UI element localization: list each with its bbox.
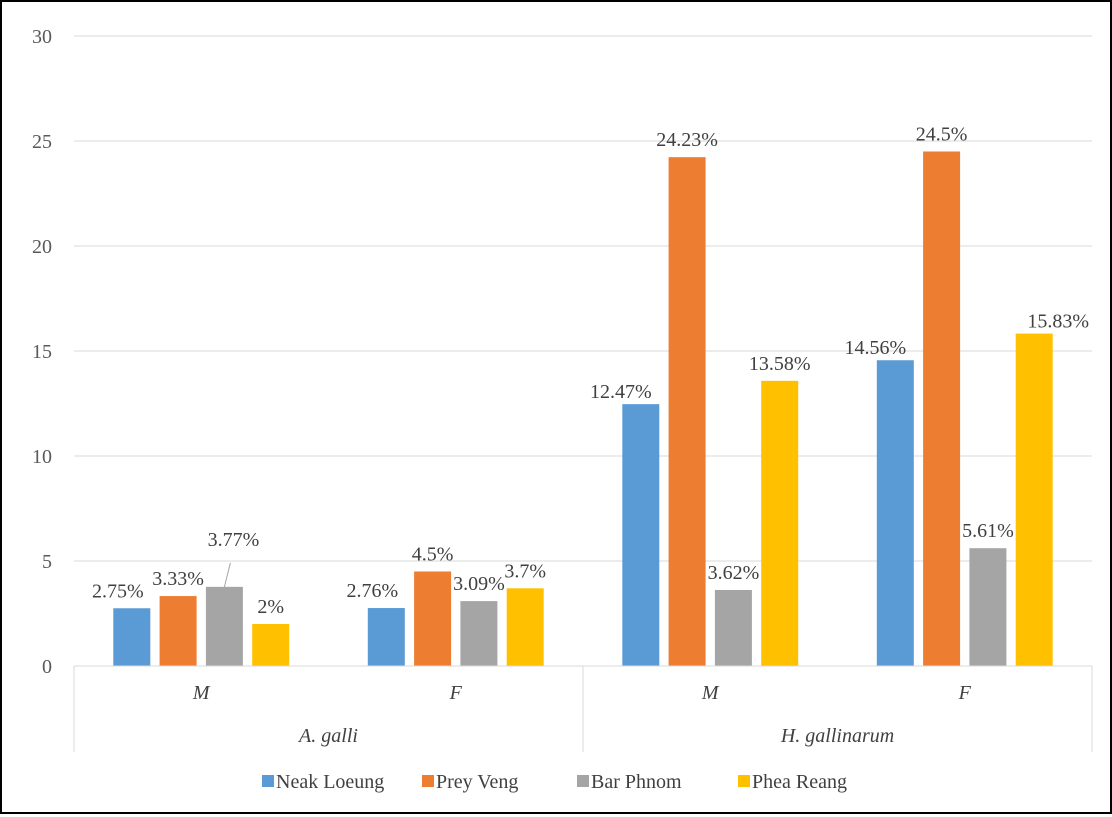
legend-label: Neak Loeung	[276, 771, 384, 793]
bar-bar-phnom	[969, 548, 1007, 666]
legend-swatch	[738, 775, 750, 787]
y-axis-ticks: 0 5 10 15 20 25 30	[32, 26, 52, 678]
data-label: 24.23%	[656, 129, 718, 151]
bar-bar-phnom	[205, 586, 243, 666]
data-label: 12.47%	[590, 381, 652, 403]
x-category-label: F	[958, 682, 972, 704]
x-category-label: M	[701, 682, 720, 704]
data-label: 13.58%	[749, 353, 811, 375]
bar-neak-loeung	[367, 608, 405, 666]
data-label: 2%	[257, 596, 284, 618]
bar-phea-reang	[1015, 333, 1053, 666]
x-category-label: F	[449, 682, 463, 704]
bar-prey-veng	[668, 157, 706, 667]
data-label: 2.76%	[346, 580, 398, 602]
legend-swatch	[262, 775, 274, 787]
x-group-label: H. gallinarum	[780, 725, 894, 747]
y-tick-label: 15	[32, 341, 52, 363]
legend-swatch	[577, 775, 589, 787]
legend-label: Bar Phnom	[591, 771, 682, 793]
bar-neak-loeung	[113, 608, 151, 666]
data-label: 5.61%	[962, 520, 1014, 542]
data-labels: 2.75% 2.76% 12.47% 14.56% 3.33% 4.5% 24.23% 24.…	[92, 124, 1089, 619]
data-label: 3.62%	[708, 562, 760, 584]
y-tick-label: 10	[32, 446, 52, 468]
data-label: 24.5%	[916, 124, 968, 146]
bar-neak-loeung	[622, 404, 660, 666]
data-label: 2.75%	[92, 580, 144, 602]
bar-prey-veng	[923, 151, 961, 666]
bar-phea-reang	[252, 624, 290, 666]
bar-bar-phnom	[460, 601, 498, 666]
label-leader-line	[223, 562, 231, 587]
x-group-label: A. galli	[297, 725, 358, 747]
y-tick-label: 5	[42, 551, 52, 573]
data-label: 4.5%	[412, 544, 454, 566]
bar-phea-reang	[761, 380, 799, 666]
y-tick-label: 0	[42, 656, 52, 678]
bar-prey-veng	[159, 596, 197, 666]
gridlines	[74, 35, 1092, 562]
data-label: 15.83%	[1027, 311, 1089, 333]
x-axis: M F A. galli M F H. gallinarum	[73, 665, 1093, 752]
bar-prey-veng	[414, 571, 452, 666]
legend-label: Phea Reang	[752, 771, 847, 793]
y-tick-label: 25	[32, 131, 52, 153]
legend-label: Prey Veng	[436, 771, 518, 793]
data-label: 14.56%	[844, 337, 906, 359]
data-label: 3.33%	[152, 568, 204, 590]
bar-phea-reang	[506, 588, 544, 666]
legend-swatch	[422, 775, 434, 787]
bar-neak-loeung	[876, 360, 914, 666]
legend: Neak Loeung Prey Veng Bar Phnom Phea Reang	[262, 771, 847, 793]
y-tick-label: 30	[32, 26, 52, 48]
y-tick-label: 20	[32, 236, 52, 258]
data-label: 3.77%	[208, 529, 260, 551]
data-label: 3.7%	[504, 560, 546, 582]
x-category-label: M	[192, 682, 211, 704]
bars	[113, 151, 1053, 667]
bar-bar-phnom	[714, 589, 752, 666]
data-label: 3.09%	[453, 573, 505, 595]
